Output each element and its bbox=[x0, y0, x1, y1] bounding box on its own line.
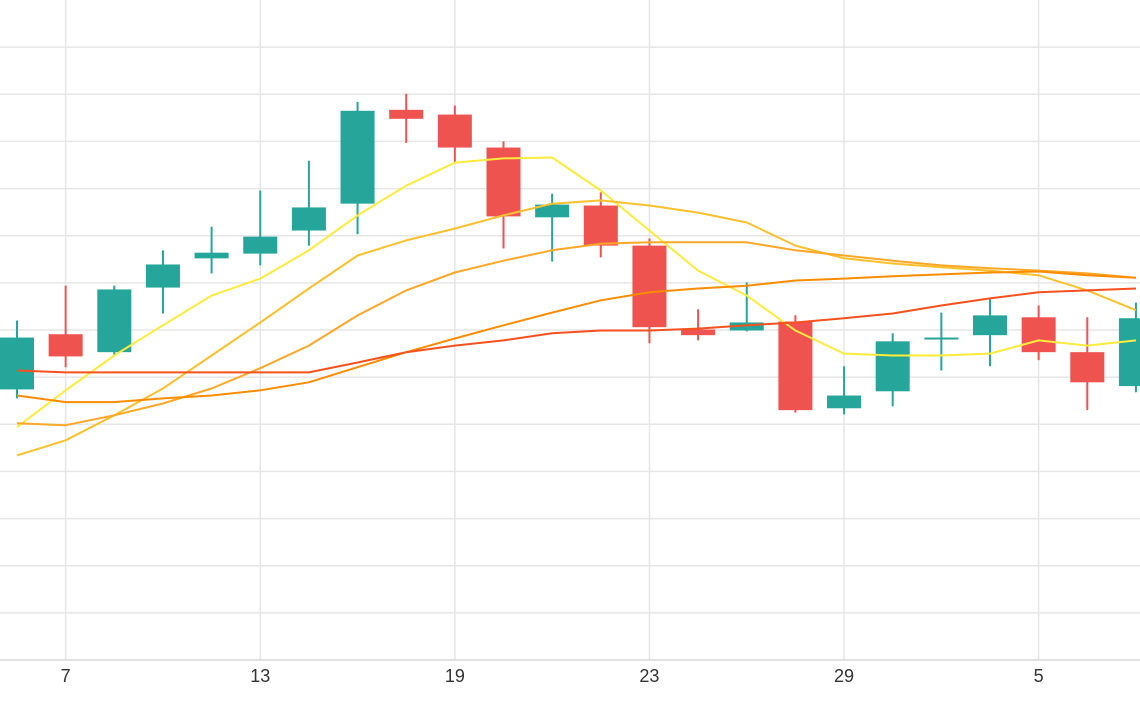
moving-average-line bbox=[16, 199, 1137, 457]
candle-body bbox=[97, 289, 132, 353]
candle-body bbox=[924, 337, 959, 340]
candle-body bbox=[778, 321, 813, 411]
candle-body bbox=[48, 334, 83, 357]
candle-body bbox=[827, 395, 862, 409]
x-tick-label: 19 bbox=[445, 666, 465, 686]
candle-body bbox=[1070, 352, 1105, 383]
candle-body bbox=[973, 315, 1007, 336]
candle-body bbox=[389, 109, 424, 119]
candle-body bbox=[291, 207, 326, 231]
candle-body bbox=[875, 341, 910, 392]
candle-body bbox=[1118, 318, 1140, 387]
x-tick-label: 13 bbox=[250, 666, 270, 686]
candle-body bbox=[535, 204, 570, 218]
x-tick-label: 5 bbox=[1034, 666, 1044, 686]
candle-body bbox=[194, 252, 229, 259]
candle-body bbox=[145, 264, 180, 288]
candle-body bbox=[681, 329, 716, 336]
candle-body bbox=[0, 337, 34, 390]
candle-body bbox=[437, 114, 472, 148]
moving-average-line bbox=[16, 156, 1137, 428]
x-tick-label: 7 bbox=[61, 666, 71, 686]
moving-average-line bbox=[16, 270, 1137, 404]
moving-average-line bbox=[16, 287, 1137, 374]
candle-body bbox=[243, 236, 278, 254]
candle-body bbox=[340, 110, 375, 204]
candle-body bbox=[583, 205, 618, 246]
x-tick-label: 29 bbox=[834, 666, 854, 686]
moving-average-line bbox=[16, 241, 1137, 427]
candle-body bbox=[1021, 317, 1056, 353]
candle-body bbox=[729, 322, 764, 331]
candle-body bbox=[632, 245, 667, 328]
x-tick-label: 23 bbox=[639, 666, 659, 686]
